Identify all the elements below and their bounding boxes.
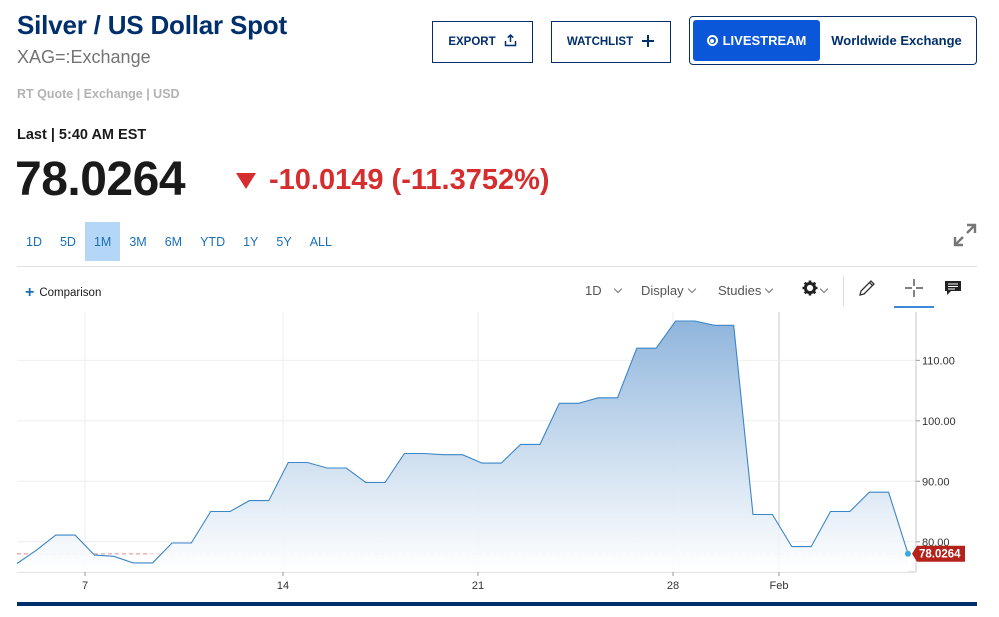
down-arrow-icon [236, 172, 256, 189]
range-tab-3m[interactable]: 3M [129, 234, 147, 249]
range-tab-1m[interactable]: 1M [84, 222, 121, 261]
toolbar-separator [843, 276, 844, 306]
range-tab-6m[interactable]: 6M [164, 234, 183, 249]
livestream-label: LIVESTREAM [722, 33, 807, 48]
range-tab-1d[interactable]: 1D [26, 234, 42, 249]
export-label: EXPORT [448, 36, 496, 48]
watchlist-button[interactable]: WATCHLIST [551, 21, 671, 63]
studies-dropdown[interactable]: Studies [718, 283, 774, 298]
display-dropdown[interactable]: Display [641, 283, 696, 298]
plus-icon [641, 34, 655, 51]
annotate-button[interactable] [941, 279, 965, 301]
export-icon [504, 33, 517, 50]
comparison-label: Comparison [39, 287, 102, 299]
comparison-button[interactable]: + Comparison [25, 285, 101, 301]
comment-icon [944, 279, 962, 302]
chevron-down-icon [687, 284, 696, 294]
active-tool-indicator [894, 306, 934, 308]
price-line [16, 320, 909, 564]
price-area [17, 321, 908, 572]
pencil-icon [857, 278, 877, 303]
draw-button[interactable] [855, 279, 879, 301]
range-tab-1y[interactable]: 1Y [243, 234, 259, 249]
expand-icon[interactable] [952, 222, 978, 248]
divider [17, 266, 977, 267]
export-button[interactable]: EXPORT [432, 21, 533, 63]
livestream-button[interactable]: LIVESTREAM [693, 20, 820, 61]
interval-dropdown[interactable]: 1D [585, 283, 622, 298]
watchlist-label: WATCHLIST [566, 36, 634, 48]
chevron-down-icon [765, 284, 774, 294]
last-value-label: 78.0264 [919, 549, 961, 561]
symbol-label: XAG=:Exchange [17, 47, 151, 67]
range-tab-5d[interactable]: 5D [59, 234, 76, 249]
x-tick-label: 28 [667, 580, 679, 592]
price-change-value: -10.0149 (-11.3752%) [269, 164, 550, 196]
price-point [905, 550, 911, 557]
display-label: Display [641, 283, 684, 298]
settings-button[interactable] [799, 279, 829, 301]
crosshair-icon [905, 278, 923, 302]
exchange-link[interactable]: Worldwide Exchange [831, 33, 962, 48]
interval-label: 1D [585, 283, 602, 298]
range-tab-ytd[interactable]: YTD [200, 234, 226, 249]
bottom-bar [17, 602, 977, 606]
price-change: -10.0149 (-11.3752%) [236, 164, 550, 197]
last-value-badge: 78.0264 [912, 545, 965, 562]
livestream-panel: LIVESTREAM Worldwide Exchange [689, 16, 977, 65]
crosshair-button[interactable] [902, 278, 926, 302]
gear-icon [802, 280, 818, 301]
price-points [905, 550, 911, 557]
y-tick-label: 110.00 [922, 355, 955, 367]
x-axis: 7 14 21 28 Feb [82, 572, 789, 592]
x-tick-label: 7 [82, 580, 88, 592]
range-tab-all[interactable]: ALL [309, 234, 332, 249]
chevron-down-icon [819, 284, 828, 293]
range-tabs: 1D 5D 1M 3M 6M YTD 1Y 5Y ALL [17, 222, 341, 261]
x-tick-label: 14 [277, 580, 289, 592]
y-tick-label: 90.00 [922, 476, 950, 488]
livestream-icon [706, 35, 718, 46]
last-trade-time: Last | 5:40 AM EST [17, 127, 147, 143]
quote-meta: RT Quote | Exchange | USD [17, 87, 180, 101]
range-tab-5y[interactable]: 5Y [276, 234, 292, 249]
x-tick-label: Feb [770, 580, 789, 592]
studies-label: Studies [718, 283, 762, 298]
plus-icon: + [25, 284, 35, 301]
chevron-down-icon [613, 284, 622, 294]
x-tick-label: 21 [472, 580, 484, 592]
y-tick-label: 100.00 [922, 416, 956, 428]
last-price: 78.0264 [15, 153, 186, 206]
page-title: Silver / US Dollar Spot [17, 10, 287, 40]
